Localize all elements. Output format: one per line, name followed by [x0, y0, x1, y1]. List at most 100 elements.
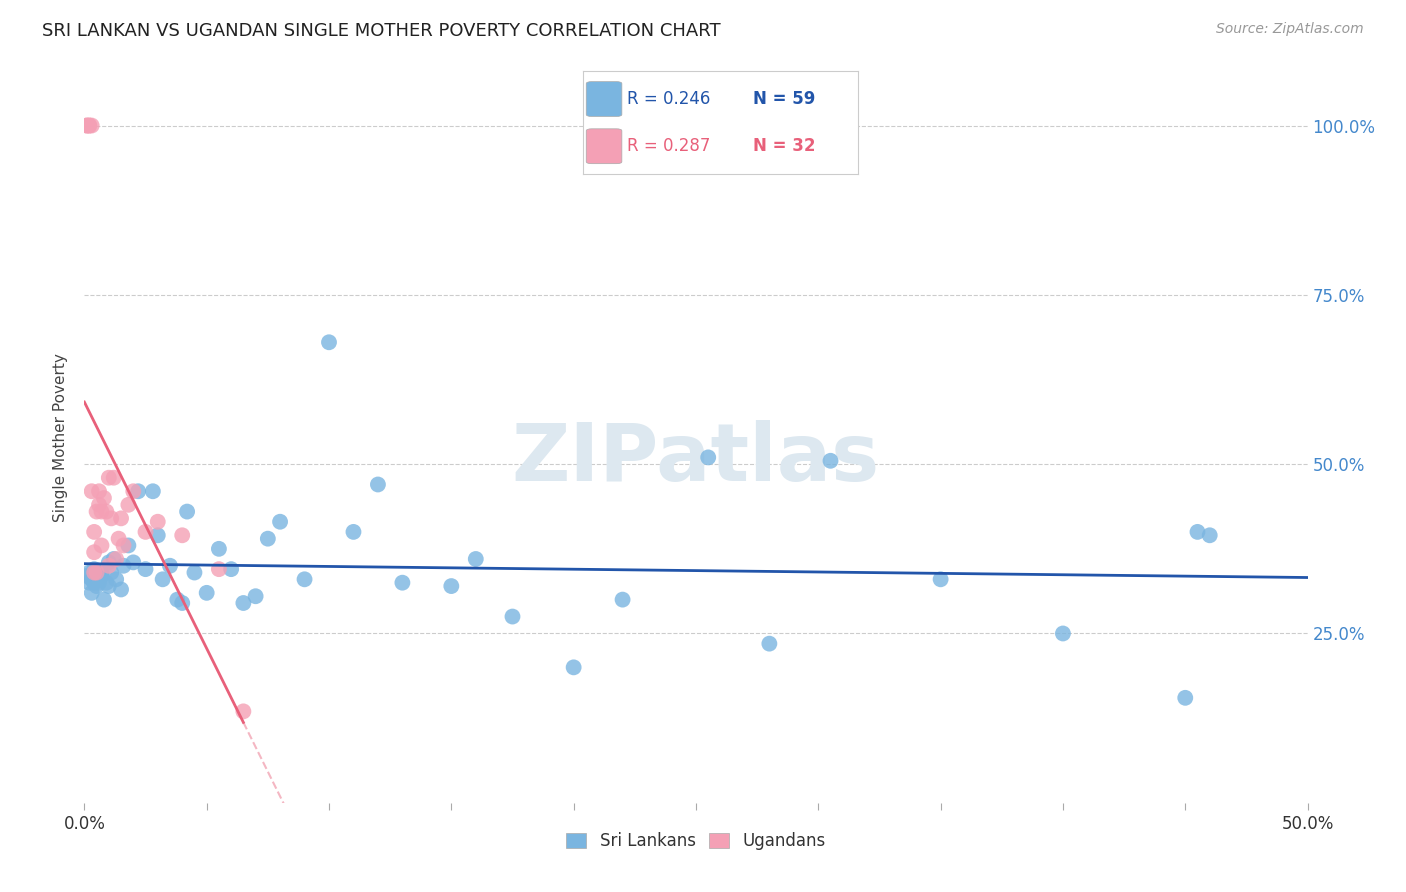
- Point: [117, 498, 139, 512]
- Point: [159, 558, 181, 573]
- Point: [176, 505, 198, 519]
- Point: [76, 569, 98, 583]
- FancyBboxPatch shape: [586, 128, 621, 163]
- Point: [96, 505, 118, 519]
- Point: [208, 541, 231, 556]
- Point: [562, 660, 585, 674]
- Point: [103, 552, 125, 566]
- Point: [90, 538, 112, 552]
- Point: [96, 575, 118, 590]
- Point: [166, 592, 188, 607]
- Point: [1174, 690, 1197, 705]
- Point: [135, 562, 157, 576]
- Point: [93, 491, 115, 505]
- Point: [257, 532, 280, 546]
- Point: [87, 498, 110, 512]
- Point: [146, 515, 169, 529]
- Point: [97, 471, 120, 485]
- Point: [367, 477, 389, 491]
- Point: [107, 532, 129, 546]
- Point: [146, 528, 169, 542]
- Point: [612, 592, 634, 607]
- Point: [83, 562, 105, 576]
- Point: [391, 575, 413, 590]
- Point: [80, 119, 103, 133]
- Text: N = 59: N = 59: [754, 90, 815, 108]
- Point: [135, 524, 157, 539]
- Point: [90, 569, 112, 583]
- Point: [195, 586, 218, 600]
- Point: [122, 555, 145, 569]
- Point: [110, 582, 132, 597]
- Y-axis label: Single Mother Poverty: Single Mother Poverty: [53, 352, 69, 522]
- Text: R = 0.287: R = 0.287: [627, 137, 710, 155]
- Point: [87, 484, 110, 499]
- Point: [86, 505, 108, 519]
- Point: [318, 335, 340, 350]
- Point: [112, 538, 135, 552]
- Point: [294, 572, 316, 586]
- Point: [122, 484, 145, 499]
- Point: [86, 566, 108, 580]
- Point: [83, 545, 105, 559]
- Legend: Sri Lankans, Ugandans: Sri Lankans, Ugandans: [560, 825, 832, 856]
- Point: [117, 538, 139, 552]
- Text: N = 32: N = 32: [754, 137, 815, 155]
- Point: [172, 528, 194, 542]
- Point: [110, 511, 132, 525]
- Point: [77, 566, 100, 580]
- Point: [77, 575, 100, 590]
- Point: [697, 450, 720, 465]
- Point: [342, 524, 364, 539]
- Point: [90, 505, 112, 519]
- Point: [80, 484, 103, 499]
- Point: [1052, 626, 1074, 640]
- Point: [127, 484, 149, 499]
- Point: [83, 524, 105, 539]
- Point: [758, 637, 780, 651]
- Point: [929, 572, 952, 586]
- Point: [86, 566, 108, 580]
- Point: [93, 592, 115, 607]
- Point: [105, 552, 128, 566]
- Point: [86, 579, 108, 593]
- Point: [77, 119, 100, 133]
- Point: [77, 119, 100, 133]
- Point: [105, 572, 128, 586]
- Point: [97, 558, 120, 573]
- Point: [464, 552, 486, 566]
- Point: [232, 705, 254, 719]
- Point: [83, 566, 105, 580]
- Text: Source: ZipAtlas.com: Source: ZipAtlas.com: [1216, 22, 1364, 37]
- Point: [172, 596, 194, 610]
- Point: [80, 586, 103, 600]
- FancyBboxPatch shape: [586, 82, 621, 117]
- Point: [232, 596, 254, 610]
- Point: [76, 119, 98, 133]
- Point: [87, 572, 110, 586]
- Point: [103, 471, 125, 485]
- Point: [80, 572, 103, 586]
- Point: [440, 579, 463, 593]
- Point: [269, 515, 291, 529]
- Point: [245, 589, 267, 603]
- Point: [142, 484, 165, 499]
- Point: [97, 555, 120, 569]
- Point: [100, 566, 122, 580]
- Point: [183, 566, 205, 580]
- Point: [219, 562, 242, 576]
- Point: [502, 609, 524, 624]
- Text: R = 0.246: R = 0.246: [627, 90, 710, 108]
- Point: [1198, 528, 1220, 542]
- Point: [152, 572, 174, 586]
- Point: [208, 562, 231, 576]
- Point: [83, 575, 105, 590]
- Text: SRI LANKAN VS UGANDAN SINGLE MOTHER POVERTY CORRELATION CHART: SRI LANKAN VS UGANDAN SINGLE MOTHER POVE…: [42, 22, 721, 40]
- Point: [820, 454, 842, 468]
- Point: [112, 558, 135, 573]
- Text: ZIPatlas: ZIPatlas: [512, 420, 880, 498]
- Point: [90, 566, 112, 580]
- Point: [100, 511, 122, 525]
- Point: [87, 575, 110, 590]
- Point: [97, 579, 120, 593]
